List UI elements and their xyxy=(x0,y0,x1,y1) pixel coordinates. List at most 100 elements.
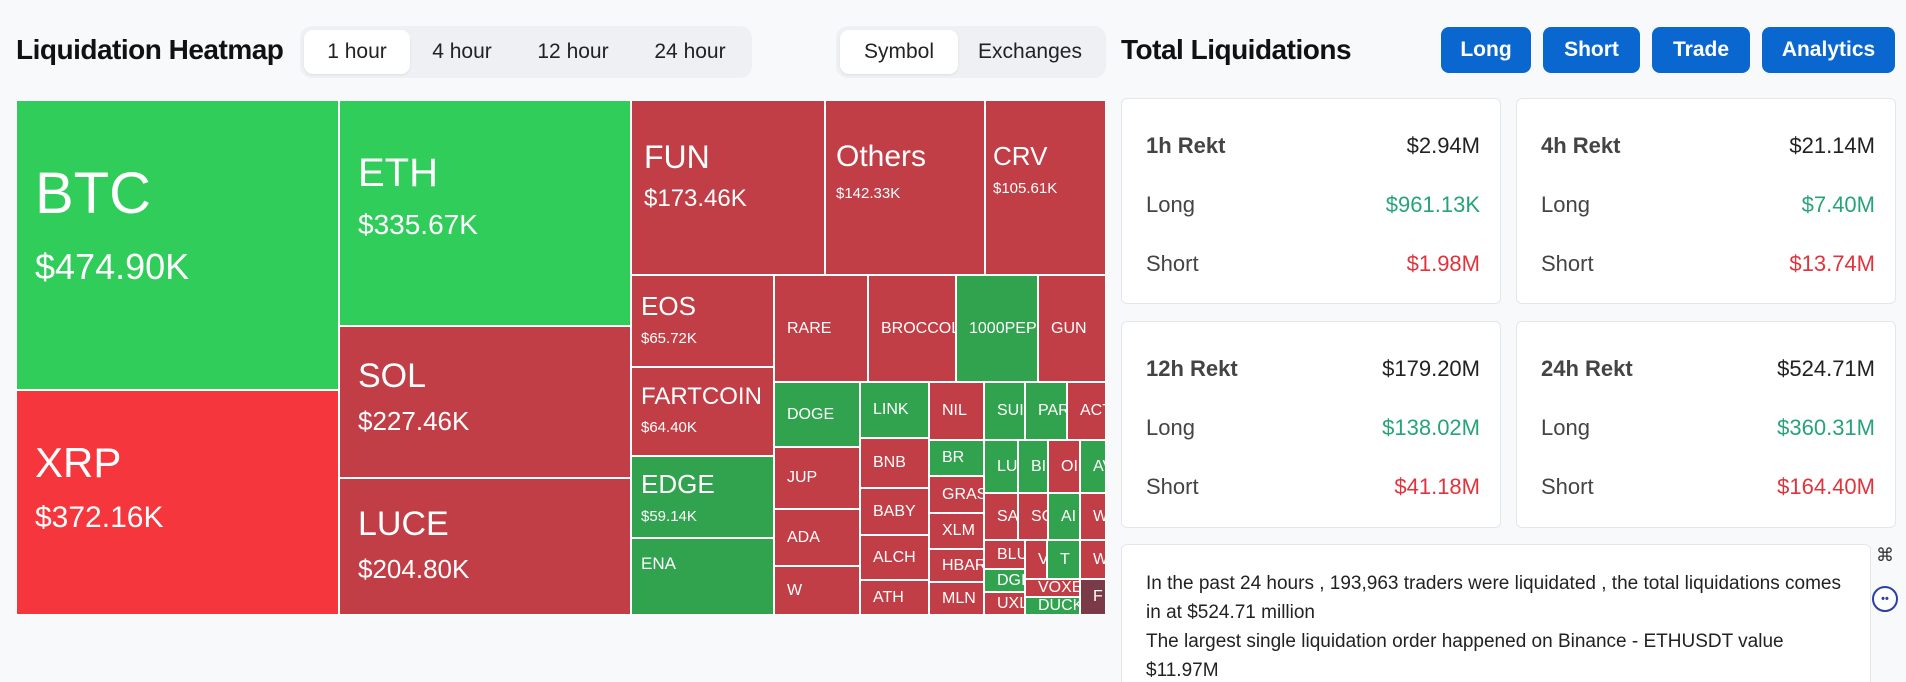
heatmap-cell[interactable]: Others $142.33K xyxy=(825,100,985,275)
heatmap-cell[interactable]: DGI xyxy=(984,569,1025,592)
heatmap-cell[interactable]: GRASS xyxy=(929,476,984,513)
cell-symbol: GRASS xyxy=(942,485,983,503)
heatmap-cell[interactable]: EOS $65.72K xyxy=(631,275,774,367)
cell-symbol: DUCK xyxy=(1038,597,1080,614)
card-label: 24h Rekt xyxy=(1541,356,1633,381)
tab-1-hour[interactable]: 1 hour xyxy=(304,30,410,74)
heatmap-cell[interactable]: 1000PEPE xyxy=(956,275,1038,382)
assistant-bot-icon[interactable]: •• xyxy=(1872,586,1898,612)
cell-symbol: NIL xyxy=(942,402,967,419)
cell-symbol: HBAR xyxy=(942,556,984,574)
cell-symbol: DOGE xyxy=(787,405,835,423)
heatmap-cell[interactable]: ADA xyxy=(774,509,860,566)
summary-line: The largest single liquidation order hap… xyxy=(1146,631,1784,681)
heatmap-cell[interactable]: FUN $173.46K xyxy=(631,100,825,275)
heatmap-cell[interactable]: F xyxy=(1080,579,1106,615)
heatmap-cell[interactable]: W xyxy=(774,566,860,615)
heatmap-cell[interactable]: SC xyxy=(1018,493,1048,540)
rekt-card-24h: 24h Rekt $524.71M Long $360.31M Short $164.… xyxy=(1516,321,1896,528)
tab-12-hour[interactable]: 12 hour xyxy=(537,40,609,63)
heatmap-cell[interactable]: SUI xyxy=(984,382,1025,440)
tab-symbol[interactable]: Symbol xyxy=(840,30,958,74)
cell-symbol: BI xyxy=(1031,457,1047,475)
cell-symbol: GUN xyxy=(1051,319,1087,337)
trade-button[interactable]: Trade xyxy=(1652,27,1750,73)
cell-symbol: XRP xyxy=(35,439,122,486)
cell-symbol: SOL xyxy=(358,357,427,395)
heatmap-cell[interactable]: LINK xyxy=(860,382,929,438)
command-icon[interactable]: ⌘ xyxy=(1876,544,1894,565)
heatmap-cell[interactable]: DUCK xyxy=(1025,597,1080,615)
heatmap-cell[interactable]: PAR xyxy=(1025,382,1067,440)
cell-symbol: V xyxy=(1038,551,1046,568)
heatmap-cell[interactable]: GUN xyxy=(1038,275,1106,382)
heatmap-cell[interactable]: HBAR xyxy=(929,549,984,582)
cell-value: $173.46K xyxy=(644,185,747,212)
heatmap-cell[interactable]: BROCCOLI xyxy=(868,275,956,382)
analytics-button[interactable]: Analytics xyxy=(1762,27,1895,73)
cell-value: $474.90K xyxy=(35,246,190,287)
cell-symbol: PAR xyxy=(1038,402,1067,419)
heatmap-cell[interactable]: XRP $372.16K xyxy=(16,390,339,615)
heatmap-cell[interactable]: XLM xyxy=(929,513,984,549)
heatmap-cell[interactable]: BLU xyxy=(984,540,1025,569)
heatmap-cell[interactable]: W xyxy=(1080,493,1106,540)
card-total: $21.14M xyxy=(1789,133,1875,158)
card-label: 1h Rekt xyxy=(1146,133,1226,158)
heatmap-cell[interactable]: BTC $474.90K xyxy=(16,100,339,390)
heatmap-cell[interactable]: EDGE $59.14K xyxy=(631,456,774,538)
heatmap-cell[interactable]: W xyxy=(1080,540,1106,579)
cell-symbol: ATH xyxy=(873,588,904,606)
cell-symbol: MLN xyxy=(942,589,976,607)
short-button[interactable]: Short xyxy=(1543,27,1640,73)
cell-symbol: CRV xyxy=(993,141,1048,171)
heatmap-cell[interactable]: DOGE xyxy=(774,382,860,447)
heatmap-cell[interactable]: OI xyxy=(1048,440,1080,493)
heatmap-cell[interactable]: ETH $335.67K xyxy=(339,100,631,326)
heatmap-cell[interactable]: NIL xyxy=(929,382,984,440)
heatmap-cell[interactable]: RARE xyxy=(774,275,868,382)
heatmap-cell[interactable]: BI xyxy=(1018,440,1048,493)
long-button[interactable]: Long xyxy=(1441,27,1531,73)
heatmap-cell[interactable]: T xyxy=(1047,540,1080,579)
long-value: $360.31M xyxy=(1777,415,1875,440)
heatmap-cell[interactable]: UXL xyxy=(984,592,1025,615)
heatmap-cell[interactable]: MLN xyxy=(929,582,984,615)
liquidation-summary: In the past 24 hours , 193,963 traders w… xyxy=(1121,544,1871,682)
rekt-card-4h: 4h Rekt $21.14M Long $7.40M Short $13.74M xyxy=(1516,98,1896,304)
heatmap-cell[interactable]: AI xyxy=(1048,493,1080,540)
cell-symbol: LU xyxy=(997,457,1018,475)
heatmap-cell[interactable]: AV xyxy=(1080,440,1106,493)
short-label: Short xyxy=(1146,251,1199,276)
heatmap-cell[interactable]: BNB xyxy=(860,438,929,488)
heatmap-cell[interactable]: VOXE xyxy=(1025,579,1080,597)
cell-symbol: RARE xyxy=(787,319,832,337)
cell-symbol: SUI xyxy=(997,402,1024,419)
heatmap-cell[interactable]: CRV $105.61K xyxy=(985,100,1106,275)
heatmap-cell[interactable]: BABY xyxy=(860,488,929,535)
heatmap-cell[interactable]: LUCE $204.80K xyxy=(339,478,631,615)
heatmap-cell[interactable]: ENA xyxy=(631,538,774,615)
summary-line: In the past 24 hours , 193,963 traders w… xyxy=(1146,573,1841,623)
heatmap-cell[interactable]: ACT xyxy=(1067,382,1106,440)
heatmap-cell[interactable]: FARTCOIN $64.40K xyxy=(631,367,774,456)
tab-exchanges[interactable]: Exchanges xyxy=(978,40,1082,63)
view-tabs: Symbol Exchanges xyxy=(836,26,1106,78)
cell-value: $142.33K xyxy=(836,185,901,202)
cell-symbol: SA xyxy=(997,507,1018,525)
heatmap-cell[interactable]: LU xyxy=(984,440,1018,493)
heatmap-cell[interactable]: ALCH xyxy=(860,535,929,580)
long-value: $961.13K xyxy=(1385,192,1480,217)
heatmap-cell[interactable]: BR xyxy=(929,440,984,476)
heatmap-cell[interactable]: V xyxy=(1025,540,1047,579)
heatmap-cell[interactable]: SA xyxy=(984,493,1018,540)
card-total: $179.20M xyxy=(1382,356,1480,381)
heatmap-cell[interactable]: JUP xyxy=(774,447,860,509)
heatmap-cell[interactable]: ATH xyxy=(860,580,929,615)
cell-symbol: JUP xyxy=(787,469,818,486)
cell-symbol: AV xyxy=(1093,457,1105,475)
short-value: $1.98M xyxy=(1406,251,1480,276)
tab-24-hour[interactable]: 24 hour xyxy=(654,40,726,63)
heatmap-cell[interactable]: SOL $227.46K xyxy=(339,326,631,478)
tab-4-hour[interactable]: 4 hour xyxy=(432,40,492,63)
